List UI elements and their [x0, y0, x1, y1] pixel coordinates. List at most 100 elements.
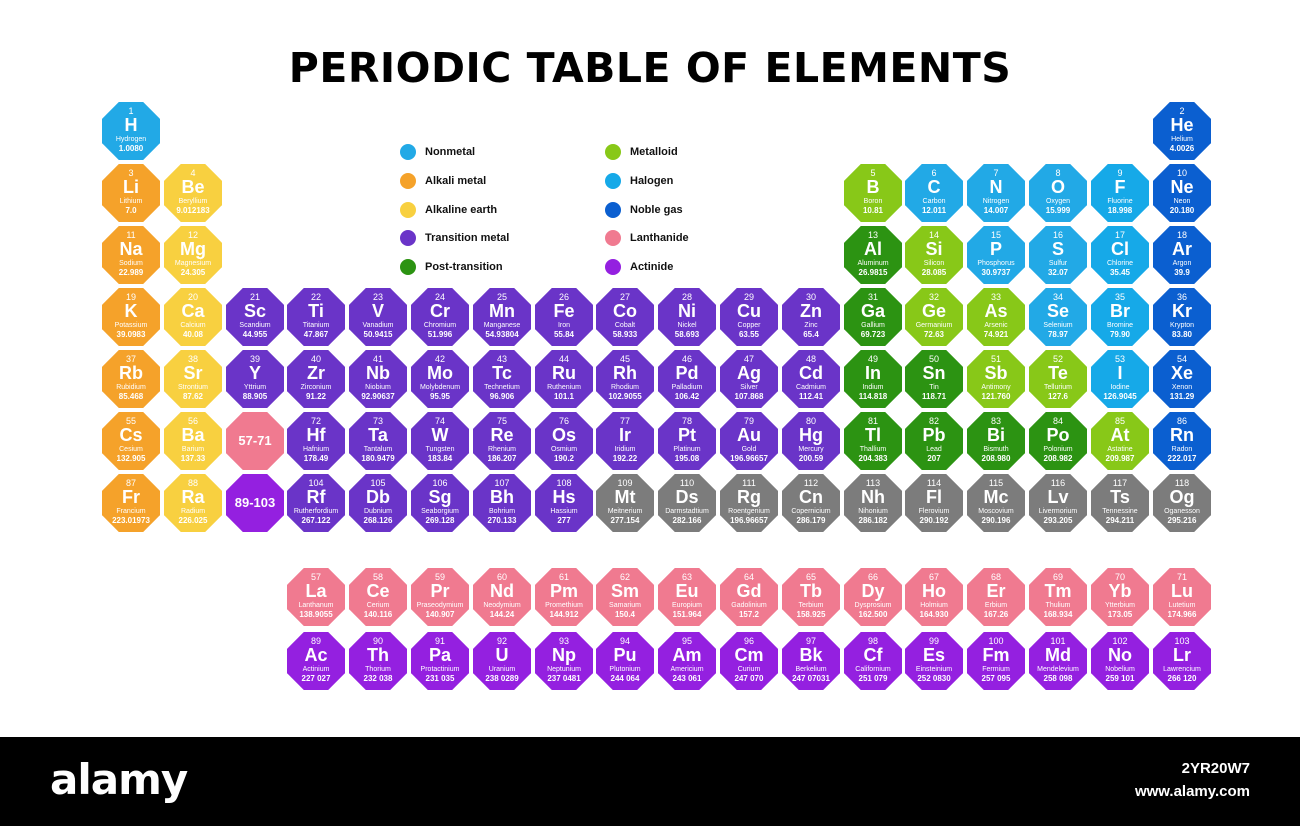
atomic-number: 30 — [805, 292, 816, 302]
element-tile-nh: 113 Nh Nihonium 286.182 — [844, 474, 902, 532]
atomic-number: 62 — [619, 572, 630, 582]
element-symbol: Bk — [799, 645, 823, 665]
atomic-mass: 267.122 — [301, 516, 331, 525]
element-tile-nd: 60 Nd Neodymium 144.24 — [473, 568, 531, 626]
element-tile-gd: 64 Gd Gadolinium 157.2 — [720, 568, 778, 626]
element-name: Zirconium — [300, 384, 332, 391]
element-tile-au: 79 Au Gold 196.96657 — [720, 412, 778, 470]
atomic-mass: 251 079 — [858, 674, 888, 683]
atomic-number: 2 — [1179, 106, 1185, 116]
element-symbol: Cm — [734, 645, 764, 665]
element-tile-sg: 106 Sg Seaborgium 269.128 — [411, 474, 469, 532]
element-symbol: O — [1050, 177, 1065, 197]
element-name: Scandium — [239, 322, 271, 329]
atomic-mass: 259 101 — [1105, 674, 1135, 683]
atomic-mass: 92.90637 — [361, 392, 395, 401]
element-symbol: N — [989, 177, 1003, 197]
atomic-number: 54 — [1176, 354, 1187, 364]
element-tile-ac: 89 Ac Actinium 227 027 — [287, 632, 345, 690]
element-symbol: Ho — [922, 581, 946, 601]
element-symbol: Mg — [180, 239, 206, 259]
atomic-mass: 79.90 — [1109, 330, 1131, 339]
element-tile-re: 75 Re Rhenium 186.207 — [473, 412, 531, 470]
atomic-mass: 107.868 — [734, 392, 764, 401]
element-symbol: Rn — [1170, 425, 1194, 445]
atomic-number: 76 — [558, 416, 569, 426]
atomic-number: 38 — [187, 354, 198, 364]
atomic-mass: 26.9815 — [858, 268, 888, 277]
atomic-number: 68 — [990, 572, 1001, 582]
atomic-mass: 200.59 — [798, 454, 824, 463]
element-name: Chromium — [423, 322, 457, 329]
element-tile-hf: 72 Hf Hafnium 178.49 — [287, 412, 345, 470]
atomic-mass: 114.818 — [858, 392, 888, 401]
atomic-mass: 207 — [927, 454, 941, 463]
atomic-mass: 54.93804 — [485, 330, 519, 339]
atomic-number: 36 — [1176, 292, 1187, 302]
element-symbol: Cn — [799, 487, 823, 507]
atomic-mass: 290.196 — [981, 516, 1011, 525]
atomic-mass: 183.84 — [427, 454, 453, 463]
atomic-number: 98 — [867, 636, 878, 646]
element-name: Europium — [672, 602, 702, 609]
element-name: Strontium — [178, 384, 208, 391]
element-symbol: In — [865, 363, 881, 383]
atomic-mass: 226.025 — [178, 516, 208, 525]
element-name: Actinium — [302, 666, 330, 673]
atomic-mass: 295.216 — [1167, 516, 1197, 525]
element-symbol: Pr — [430, 581, 450, 601]
element-name: Bohrium — [488, 508, 516, 515]
atomic-mass: 138.9055 — [299, 610, 333, 619]
element-symbol: Sb — [984, 363, 1008, 383]
atomic-mass: 257 095 — [981, 674, 1011, 683]
atomic-mass: 231 035 — [425, 674, 455, 683]
atomic-number: 37 — [125, 354, 136, 364]
atomic-mass: 65.4 — [803, 330, 819, 339]
element-symbol: Tm — [1044, 581, 1072, 601]
element-tile-te: 52 Te Tellurium 127.6 — [1029, 350, 1087, 408]
atomic-mass: 78.97 — [1047, 330, 1069, 339]
element-name: Rubidium — [116, 384, 146, 391]
atomic-number: 32 — [928, 292, 939, 302]
element-symbol: Sg — [428, 487, 452, 507]
atomic-mass: 186.207 — [487, 454, 517, 463]
element-tile-mo: 42 Mo Molybdenum 95.95 — [411, 350, 469, 408]
legend-swatch — [605, 172, 621, 189]
element-name: Lanthanum — [298, 602, 334, 609]
atomic-number: 3 — [128, 168, 134, 178]
element-symbol: Ir — [618, 425, 631, 445]
atomic-mass: 196.96657 — [730, 516, 768, 525]
element-symbol: Y — [248, 363, 261, 383]
element-symbol: Rg — [737, 487, 761, 507]
element-symbol: Hg — [799, 425, 823, 445]
element-symbol: W — [431, 425, 449, 445]
element-tile-rh: 45 Rh Rhodium 102.9055 — [596, 350, 654, 408]
legend-swatch — [605, 144, 621, 160]
element-name: Krypton — [1169, 322, 1195, 329]
element-name: Mercury — [798, 446, 824, 453]
atomic-number: 47 — [743, 354, 754, 364]
atomic-mass: 102.9055 — [608, 392, 642, 401]
atomic-mass: 85.468 — [118, 392, 144, 401]
element-tile-as: 33 As Arsenic 74.921 — [967, 288, 1025, 346]
element-symbol: Dy — [861, 581, 885, 601]
element-name: Protactinium — [420, 666, 460, 673]
element-tile-c: 6 C Carbon 12.011 — [905, 164, 963, 222]
element-symbol: Tl — [865, 425, 881, 445]
element-tile-u: 92 U Uranium 238 0289 — [473, 632, 531, 690]
element-name: Iodine — [1110, 384, 1130, 391]
element-symbol: Sn — [922, 363, 946, 383]
element-symbol: Si — [925, 239, 943, 259]
element-name: Tungsten — [425, 446, 455, 453]
element-tile-n: 7 N Nitrogen 14.007 — [967, 164, 1025, 222]
element-name: Vanadium — [362, 322, 394, 329]
legend-swatch — [605, 201, 621, 218]
atomic-number: 116 — [1050, 478, 1066, 488]
element-symbol: C — [927, 177, 941, 197]
element-name: Aluminum — [857, 260, 889, 267]
legend-label: Alkali metal — [425, 174, 487, 187]
element-name: Uranium — [488, 666, 516, 673]
element-name: Cadmium — [796, 384, 826, 391]
element-symbol: Pd — [675, 363, 699, 383]
atomic-number: 69 — [1052, 572, 1063, 582]
